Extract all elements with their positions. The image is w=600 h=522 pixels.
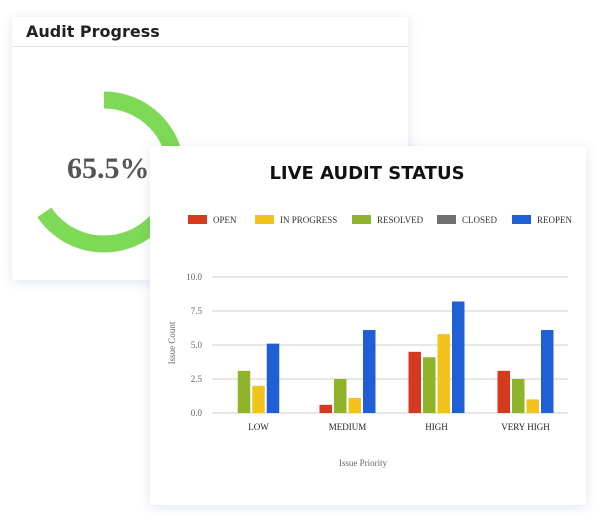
- legend-swatch-reopen: [512, 215, 531, 224]
- card-divider: [12, 46, 408, 47]
- audit-progress-title: Audit Progress: [26, 22, 160, 41]
- bar-reopen-medium: [363, 330, 376, 413]
- bar-reopen-very-high: [541, 330, 554, 413]
- legend-label-open: OPEN: [213, 215, 237, 225]
- bar-reopen-high: [452, 301, 465, 413]
- y-tick-label: 10.0: [186, 272, 202, 282]
- x-axis-label: Issue Priority: [339, 458, 388, 468]
- chart-bars: [237, 301, 554, 413]
- y-tick-label: 0.0: [191, 408, 203, 418]
- bar-open-high: [408, 351, 421, 413]
- x-axis-ticks: LOW MEDIUM HIGH VERY HIGH: [248, 422, 550, 432]
- x-tick-label: HIGH: [425, 422, 448, 432]
- legend-label-closed: CLOSED: [462, 215, 498, 225]
- y-tick-label: 7.5: [191, 306, 203, 316]
- legend-swatch-open: [188, 215, 207, 224]
- legend-label-resolved: RESOLVED: [377, 215, 424, 225]
- bar-open-medium: [319, 404, 332, 413]
- legend-swatch-resolved: [352, 215, 371, 224]
- bar-resolved-low: [237, 370, 251, 413]
- legend-label-in-progress: IN PROGRESS: [280, 215, 337, 225]
- bar-open-very-high: [497, 370, 510, 413]
- x-tick-label: LOW: [248, 422, 269, 432]
- bar-resolved-very-high: [512, 379, 525, 413]
- y-axis-label: Issue Count: [167, 321, 177, 364]
- y-tick-label: 2.5: [191, 374, 203, 384]
- x-tick-label: VERY HIGH: [501, 422, 550, 432]
- audit-status-chart: LIVE AUDIT STATUS OPEN IN PROGRESS RESOLVE…: [167, 163, 573, 468]
- bar-in-progress-high: [437, 334, 450, 413]
- bar-resolved-medium: [334, 379, 347, 413]
- chart-title: LIVE AUDIT STATUS: [269, 163, 464, 184]
- progress-value: 65.5%: [67, 152, 150, 185]
- bar-resolved-high: [423, 357, 436, 413]
- y-tick-label: 5.0: [191, 340, 203, 350]
- chart-legend: OPEN IN PROGRESS RESOLVED CLOSED REOPEN: [188, 215, 573, 225]
- legend-label-reopen: REOPEN: [537, 215, 573, 225]
- bar-in-progress-low: [252, 385, 265, 413]
- bar-in-progress-very-high: [526, 399, 539, 413]
- legend-swatch-closed: [437, 215, 456, 224]
- bar-reopen-low: [266, 343, 280, 413]
- x-tick-label: MEDIUM: [329, 422, 367, 432]
- legend-swatch-in-progress: [255, 215, 274, 224]
- live-audit-status-card: LIVE AUDIT STATUS OPEN IN PROGRESS RESOLVE…: [150, 146, 586, 505]
- bar-in-progress-medium: [348, 398, 361, 413]
